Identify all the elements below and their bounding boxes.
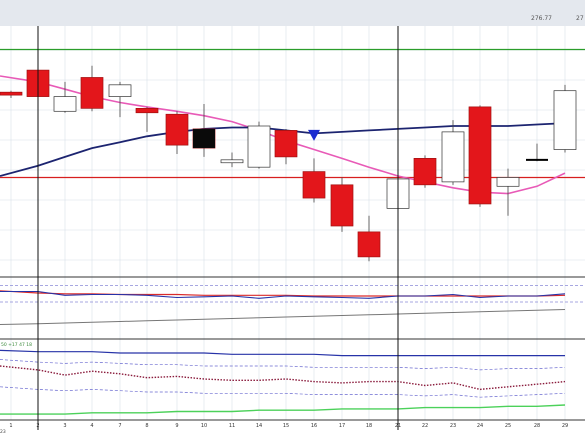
- pane-separators: [0, 276, 585, 421]
- x-axis: 1 2 3 4 7 8 9 10 11 14 15 16 17 18 21 22 23 24 25 28 29: [9, 423, 568, 429]
- x-axis-tick-label: 24: [477, 423, 483, 429]
- osc2-blue-line: [0, 349, 565, 357]
- candle-body-down: [0, 91, 23, 96]
- osc2-upper-envelope: [0, 359, 566, 371]
- candle[interactable]: [526, 143, 548, 162]
- candle-body-down: [330, 184, 354, 227]
- candle-body-up: [220, 159, 244, 164]
- x-axis-tick-label: 14: [256, 423, 262, 429]
- candle-body-down: [135, 108, 159, 114]
- x-axis-tick-label: 1: [9, 423, 12, 429]
- signal-down-triangle-icon: [308, 129, 320, 141]
- candle-body-up: [108, 84, 132, 97]
- candle[interactable]: [413, 155, 437, 188]
- oscillator-2-readout: 50 +17 47 18: [1, 342, 32, 348]
- candle-body-down: [357, 231, 381, 258]
- candle-body-black: [193, 128, 215, 149]
- candle[interactable]: [553, 84, 577, 153]
- vertical-cursor-lines[interactable]: [37, 26, 399, 430]
- candle[interactable]: [247, 121, 271, 169]
- x-axis-tick-label: 28: [534, 423, 540, 429]
- candle[interactable]: [357, 215, 381, 262]
- candle[interactable]: [496, 168, 520, 216]
- x-axis-tick-label: 4: [90, 423, 93, 429]
- candle-body-down: [165, 113, 189, 146]
- osc1-trend-line: [0, 309, 566, 325]
- x-axis-tick-label: 22: [422, 423, 428, 429]
- header-price-a: 276.77: [531, 15, 552, 22]
- signal-marker-group: [308, 129, 320, 141]
- x-axis-tick-label: 23: [450, 423, 456, 429]
- osc2-green-line: [0, 404, 566, 415]
- x-axis-tick-label: 8: [145, 423, 148, 429]
- candle-body-down: [274, 130, 298, 158]
- osc2-lower-envelope: [0, 386, 566, 398]
- osc1-blue-line: [0, 290, 566, 299]
- candle[interactable]: [135, 106, 159, 132]
- candle[interactable]: [0, 90, 23, 99]
- oscillator-2-pane: [0, 349, 566, 415]
- x-axis-tick-label: 2: [36, 423, 39, 429]
- candle-body-up: [247, 125, 271, 168]
- candle-body-up: [496, 177, 520, 187]
- candle-body-up: [441, 131, 465, 183]
- candle[interactable]: [441, 120, 465, 185]
- x-axis-tick-label: 15: [283, 423, 289, 429]
- x-axis-tick-label: 3: [63, 423, 66, 429]
- candle[interactable]: [165, 111, 189, 154]
- header-price-b: 27: [576, 15, 584, 22]
- osc2-dotted-line: [0, 365, 566, 391]
- candle-body-up: [53, 96, 77, 112]
- x-axis-tick-label: 7: [118, 423, 121, 429]
- x-axis-tick-label: 18: [366, 423, 372, 429]
- chart-header-bar: [0, 0, 585, 26]
- candle-body-down: [413, 158, 437, 186]
- candle-body-down: [302, 171, 326, 199]
- x-axis-tick-label: 29: [562, 423, 568, 429]
- candle[interactable]: [468, 105, 492, 207]
- candle[interactable]: [53, 81, 77, 113]
- x-axis-tick-label: 16: [311, 423, 317, 429]
- candle[interactable]: [80, 65, 104, 112]
- x-axis-tick-label: 25: [505, 423, 511, 429]
- candle[interactable]: [274, 128, 298, 165]
- x-axis-tick-label: 11: [229, 423, 235, 429]
- candle-body-down: [80, 77, 104, 109]
- candle-body-down: [468, 106, 492, 205]
- x-axis-tick-label: 10: [201, 423, 207, 429]
- x-axis-tick-label: 9: [175, 423, 178, 429]
- oscillator-1-pane: [0, 285, 585, 325]
- x-axis-year-label: 23: [0, 429, 6, 435]
- candle[interactable]: [108, 81, 132, 118]
- candle[interactable]: [330, 177, 354, 232]
- x-axis-tick-label: 21: [395, 423, 401, 429]
- candle[interactable]: [220, 152, 244, 168]
- candle-body-up: [553, 90, 577, 150]
- x-axis-tick-label: 17: [339, 423, 345, 429]
- candle[interactable]: [302, 158, 326, 203]
